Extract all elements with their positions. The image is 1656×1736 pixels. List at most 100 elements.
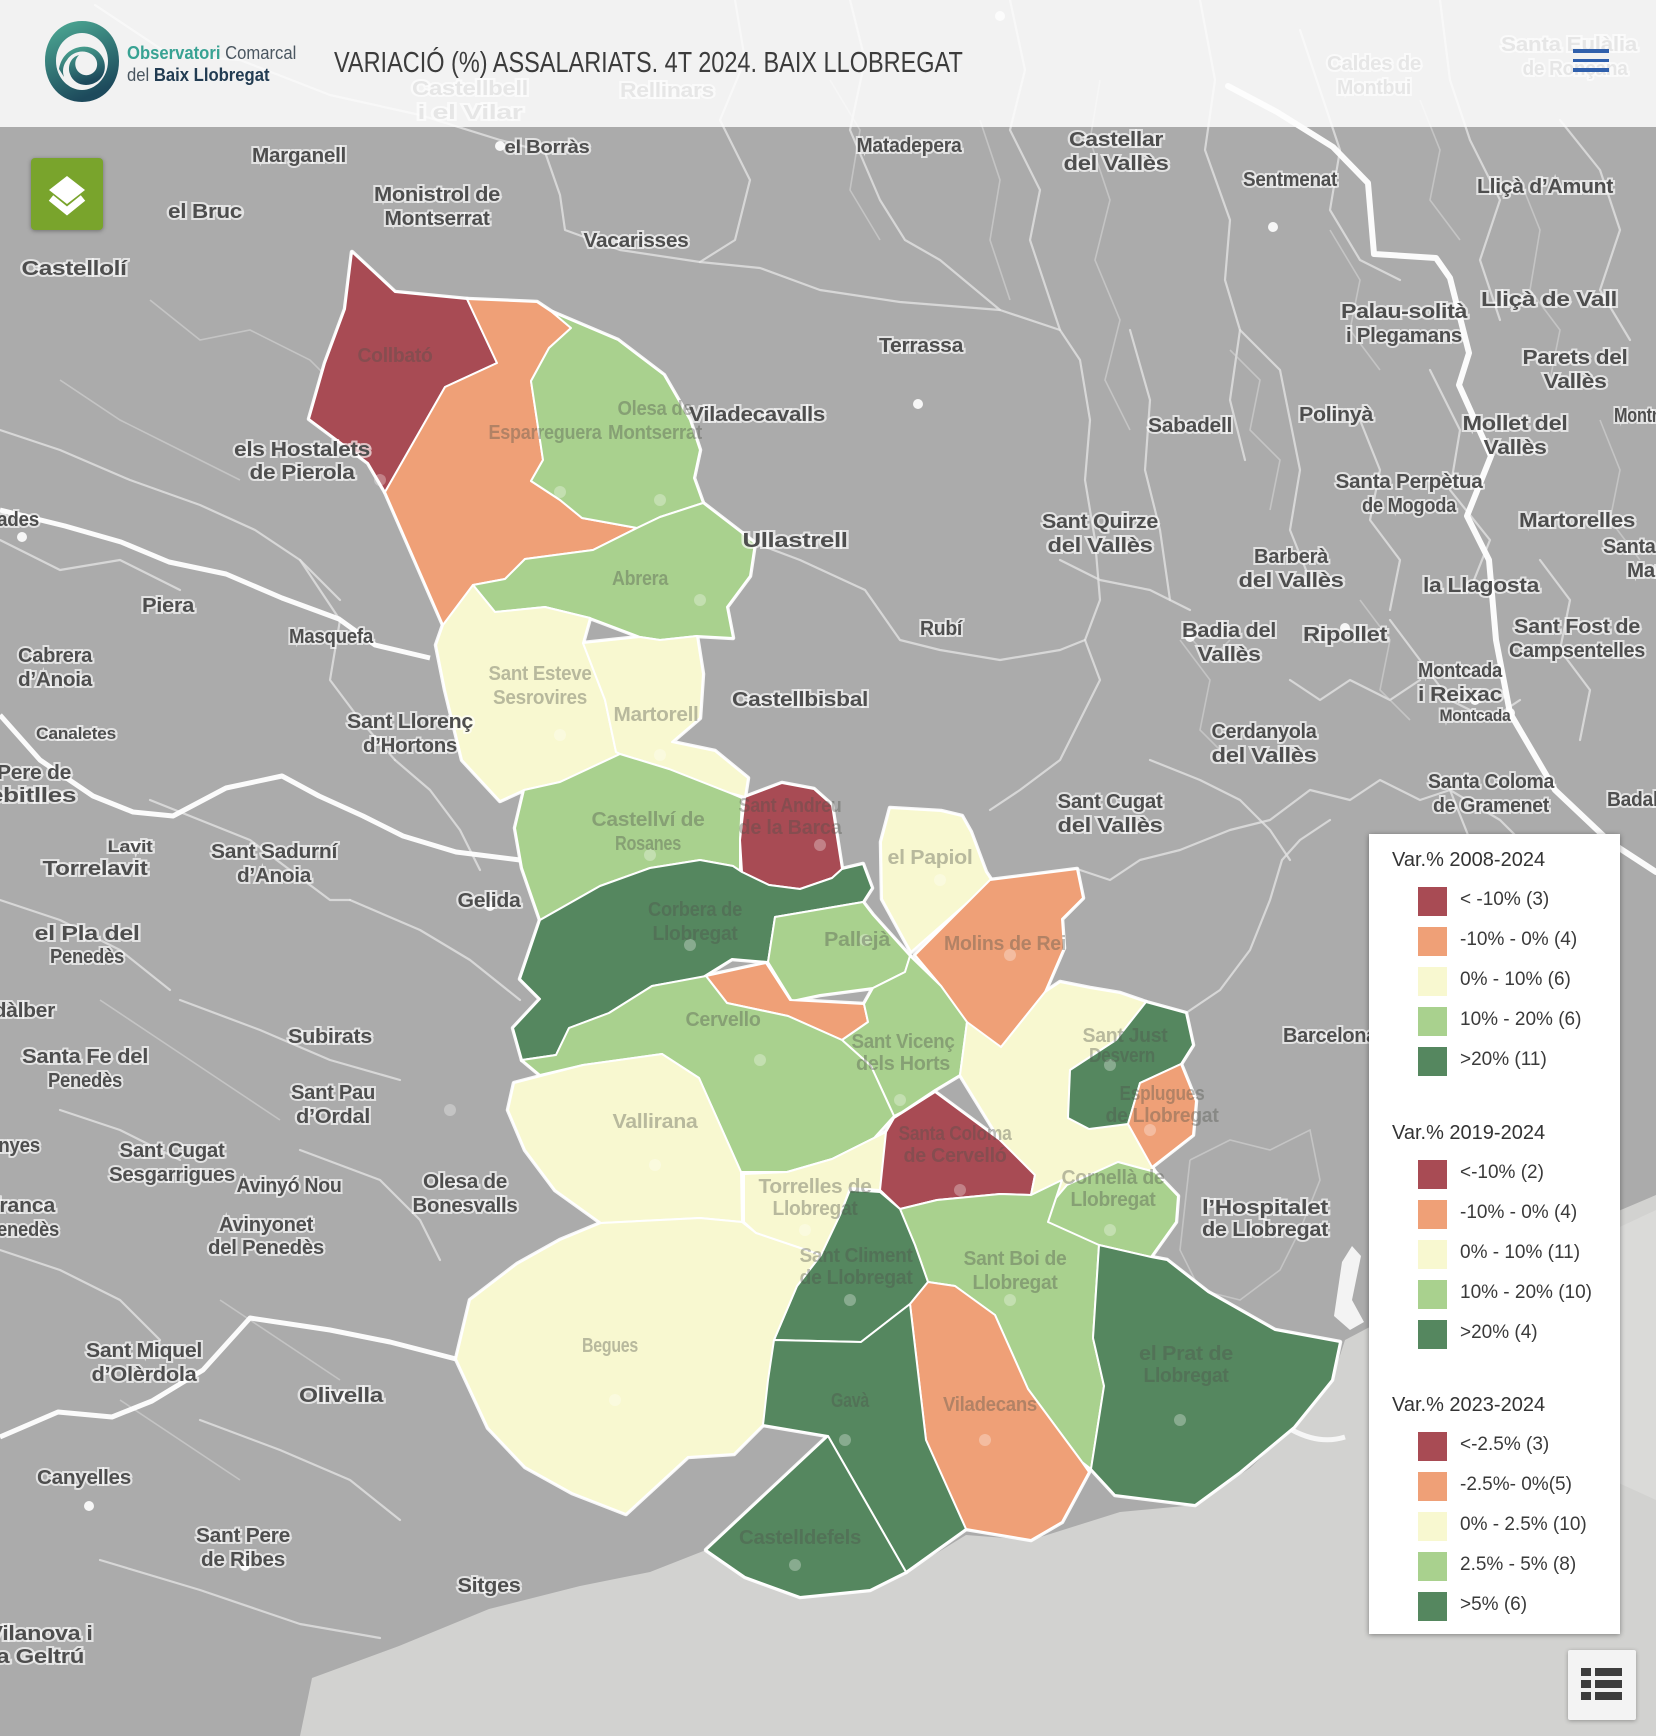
svg-text:Sant Andreu: Sant Andreu [739,795,842,817]
svg-text:Sant Sadurní: Sant Sadurní [211,841,339,863]
svg-text:el Bruc: el Bruc [168,201,242,223]
svg-text:Esplugues: Esplugues [1120,1083,1205,1105]
svg-text:la Llagosta: la Llagosta [1423,575,1540,597]
svg-text:Canaletes: Canaletes [36,724,116,743]
svg-text:del Vallès: del Vallès [1048,535,1153,557]
svg-text:Desvern: Desvern [1089,1045,1155,1067]
svg-text:Rubí: Rubí [920,618,964,640]
svg-text:Esparreguera: Esparreguera [489,422,603,444]
svg-text:Rosanes: Rosanes [615,833,681,855]
svg-text:Sant Just: Sant Just [1083,1025,1169,1047]
svg-text:Torrelavit: Torrelavit [43,858,149,880]
svg-text:Pere de: Pere de [0,762,71,784]
svg-text:el Borràs: el Borràs [505,137,590,157]
svg-text:Matadepera: Matadepera [857,135,963,157]
svg-text:Ripollet: Ripollet [1303,624,1388,646]
svg-text:de Cervelló: de Cervelló [904,1145,1007,1167]
svg-text:Martorelles: Martorelles [1519,510,1635,532]
svg-text:el Papiol: el Papiol [888,847,973,869]
svg-text:Abrera: Abrera [612,568,669,590]
svg-text:Olivella: Olivella [299,1385,384,1407]
svg-text:Sesrovires: Sesrovires [493,687,587,709]
svg-text:Martorell: Martorell [614,704,699,726]
svg-text:Marganell: Marganell [252,145,346,167]
svg-text:Corbera de: Corbera de [648,899,742,921]
svg-text:Sant Esteve: Sant Esteve [489,663,592,685]
svg-text:de Llobregat: de Llobregat [1202,1219,1329,1241]
svg-text:Lliçà de Vall: Lliçà de Vall [1481,289,1617,311]
svg-text:Collbató: Collbató [358,345,433,367]
svg-text:Lliçà d’Amunt: Lliçà d’Amunt [1477,176,1614,198]
svg-text:Barberà: Barberà [1254,546,1329,568]
svg-text:Olesa de: Olesa de [423,1171,507,1193]
svg-text:Sant Cugat: Sant Cugat [1058,791,1164,813]
svg-text:Barcelona: Barcelona [1283,1025,1378,1047]
svg-text:Sant Llorenç: Sant Llorenç [347,711,473,733]
svg-text:Vallès: Vallès [1544,371,1607,393]
svg-text:del Vallès: del Vallès [1058,815,1163,837]
svg-text:la Geltrú: la Geltrú [0,1646,84,1668]
svg-text:Subirats: Subirats [288,1026,372,1048]
svg-text:Lavit: Lavit [108,837,154,856]
svg-text:Sitges: Sitges [458,1575,521,1597]
svg-text:Torrelles de: Torrelles de [759,1176,872,1198]
svg-text:Molins de Rei: Molins de Rei [944,933,1066,955]
svg-text:Cerdanyola: Cerdanyola [1212,721,1318,743]
svg-text:Sant Fost de: Sant Fost de [1514,616,1640,638]
svg-text:i Plegamans: i Plegamans [1346,325,1462,347]
svg-text:Monistrol de: Monistrol de [374,184,500,206]
svg-text:Vallès: Vallès [1484,437,1547,459]
svg-text:Montcada: Montcada [1418,660,1503,682]
svg-text:de la Barca: de la Barca [739,817,843,839]
svg-text:Pallejà: Pallejà [824,929,891,951]
svg-text:Santa Coloma: Santa Coloma [1428,771,1555,793]
svg-text:Vacarisses: Vacarisses [584,230,689,252]
svg-text:Montserrat: Montserrat [385,208,491,230]
svg-text:el Pla del: el Pla del [35,923,140,945]
svg-text:Palau-solità: Palau-solità [1341,301,1468,323]
svg-text:Viladecans: Viladecans [943,1394,1037,1416]
svg-text:Masquefa: Masquefa [289,626,374,648]
svg-text:Cabrera: Cabrera [18,645,93,667]
svg-text:afranca: afranca [0,1195,56,1217]
svg-text:Montm: Montm [1614,405,1656,427]
svg-text:Sant Pau: Sant Pau [291,1082,375,1104]
svg-text:lebitlles: lebitlles [0,785,76,807]
svg-text:dels Horts: dels Horts [856,1053,950,1075]
svg-text:Gavà: Gavà [831,1390,870,1412]
svg-text:Llobregat: Llobregat [653,923,739,945]
svg-text:Mollet del: Mollet del [1463,413,1568,435]
svg-text:Cervello: Cervello [686,1009,761,1031]
svg-text:Begues: Begues [582,1335,638,1357]
svg-text:d’Anoia: d’Anoia [237,865,312,887]
svg-text:Sant Pere: Sant Pere [196,1525,290,1547]
svg-text:Llobregat: Llobregat [1144,1365,1230,1387]
svg-text:el Prat de: el Prat de [1139,1343,1233,1365]
svg-text:ades: ades [0,509,39,531]
svg-text:Llobregat: Llobregat [773,1198,859,1220]
svg-text:Sant Cugat: Sant Cugat [120,1140,226,1162]
svg-text:Vallès: Vallès [1198,644,1261,666]
svg-text:del Vallès: del Vallès [1239,570,1344,592]
svg-text:Penedès: Penedès [50,946,124,968]
svg-text:d’Anoia: d’Anoia [18,669,93,691]
svg-text:de Llobregat: de Llobregat [800,1267,914,1289]
svg-text:Castellar: Castellar [1069,129,1164,151]
svg-text:d’Ordal: d’Ordal [296,1106,370,1128]
svg-text:Bonesvalls: Bonesvalls [413,1195,518,1217]
svg-text:Piera: Piera [142,595,195,617]
svg-text:Castelldefels: Castelldefels [739,1527,861,1549]
svg-text:anyes: anyes [0,1135,40,1157]
svg-text:Castellbisbal: Castellbisbal [732,689,868,711]
svg-text:Vilanova i: Vilanova i [0,1623,93,1645]
svg-text:Ullastrell: Ullastrell [743,530,848,552]
svg-text:Sant Vicenç: Sant Vicenç [852,1031,955,1053]
svg-text:els Hostalets: els Hostalets [234,439,370,461]
svg-text:Polinyà: Polinyà [1299,404,1374,426]
svg-text:Sentmenat: Sentmenat [1243,169,1338,191]
svg-text:Castellolí: Castellolí [22,258,129,280]
svg-text:Viladecavalls: Viladecavalls [689,404,825,426]
svg-text:del Vallès: del Vallès [1064,153,1169,175]
svg-text:Montcada: Montcada [1440,706,1512,725]
svg-text:Castellví de: Castellví de [592,809,705,831]
